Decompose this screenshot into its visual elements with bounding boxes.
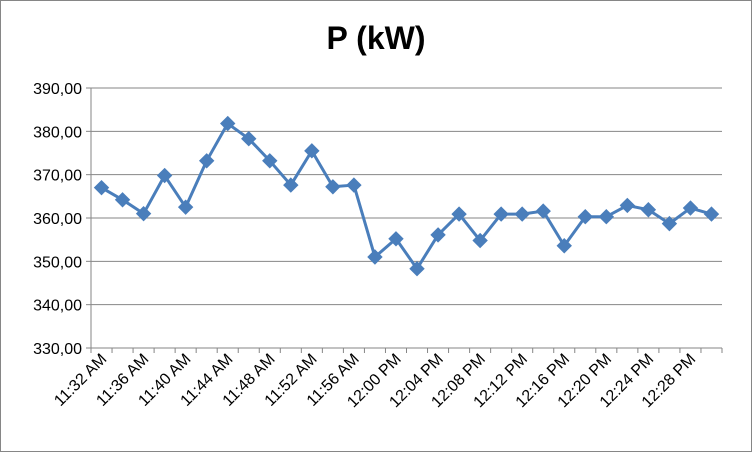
series-line bbox=[100, 122, 712, 271]
data-point-marker bbox=[241, 130, 257, 147]
data-point-marker bbox=[598, 208, 615, 225]
y-tick-label: 350,00 bbox=[33, 254, 82, 271]
gridlines bbox=[91, 87, 722, 306]
y-tick-label: 380,00 bbox=[33, 124, 82, 141]
y-tick-label: 340,00 bbox=[33, 298, 82, 315]
data-point-marker bbox=[198, 153, 215, 169]
data-point-marker bbox=[661, 215, 678, 232]
data-point-marker bbox=[556, 238, 572, 254]
data-point-marker bbox=[535, 203, 551, 219]
data-point-marker bbox=[367, 249, 383, 265]
data-point-marker bbox=[135, 205, 152, 222]
data-point-marker bbox=[682, 200, 699, 216]
data-point-marker bbox=[325, 179, 341, 195]
y-tick-label: 390,00 bbox=[33, 81, 82, 98]
chart-title: P (kW) bbox=[326, 20, 426, 56]
data-point-marker bbox=[514, 206, 530, 222]
data-point-marker bbox=[220, 115, 236, 132]
data-point-marker bbox=[304, 143, 320, 159]
data-point-marker bbox=[451, 206, 467, 222]
data-point-marker bbox=[283, 177, 299, 193]
data-point-marker bbox=[577, 208, 593, 225]
series-layer bbox=[93, 115, 720, 277]
data-point-marker bbox=[346, 177, 362, 193]
data-point-marker bbox=[703, 206, 720, 222]
tick-labels: 330,00 340,00 350,00 360,00 370,00 380,00 390,… bbox=[33, 81, 699, 411]
data-point-marker bbox=[640, 202, 657, 218]
data-point-marker bbox=[493, 206, 509, 222]
data-point-marker bbox=[156, 167, 173, 184]
y-tick-label: 360,00 bbox=[33, 211, 82, 228]
data-point-marker bbox=[409, 260, 425, 277]
data-point-marker bbox=[114, 192, 131, 208]
data-point-marker bbox=[388, 231, 404, 247]
data-point-marker bbox=[93, 179, 110, 196]
y-tick-label: 370,00 bbox=[33, 168, 82, 185]
data-point-marker bbox=[472, 232, 488, 249]
y-tick-label: 330,00 bbox=[33, 341, 82, 358]
data-point-marker bbox=[619, 197, 636, 214]
data-point-marker bbox=[262, 153, 278, 169]
data-point-marker bbox=[177, 199, 194, 215]
data-point-marker bbox=[430, 227, 446, 243]
axes bbox=[86, 87, 723, 353]
